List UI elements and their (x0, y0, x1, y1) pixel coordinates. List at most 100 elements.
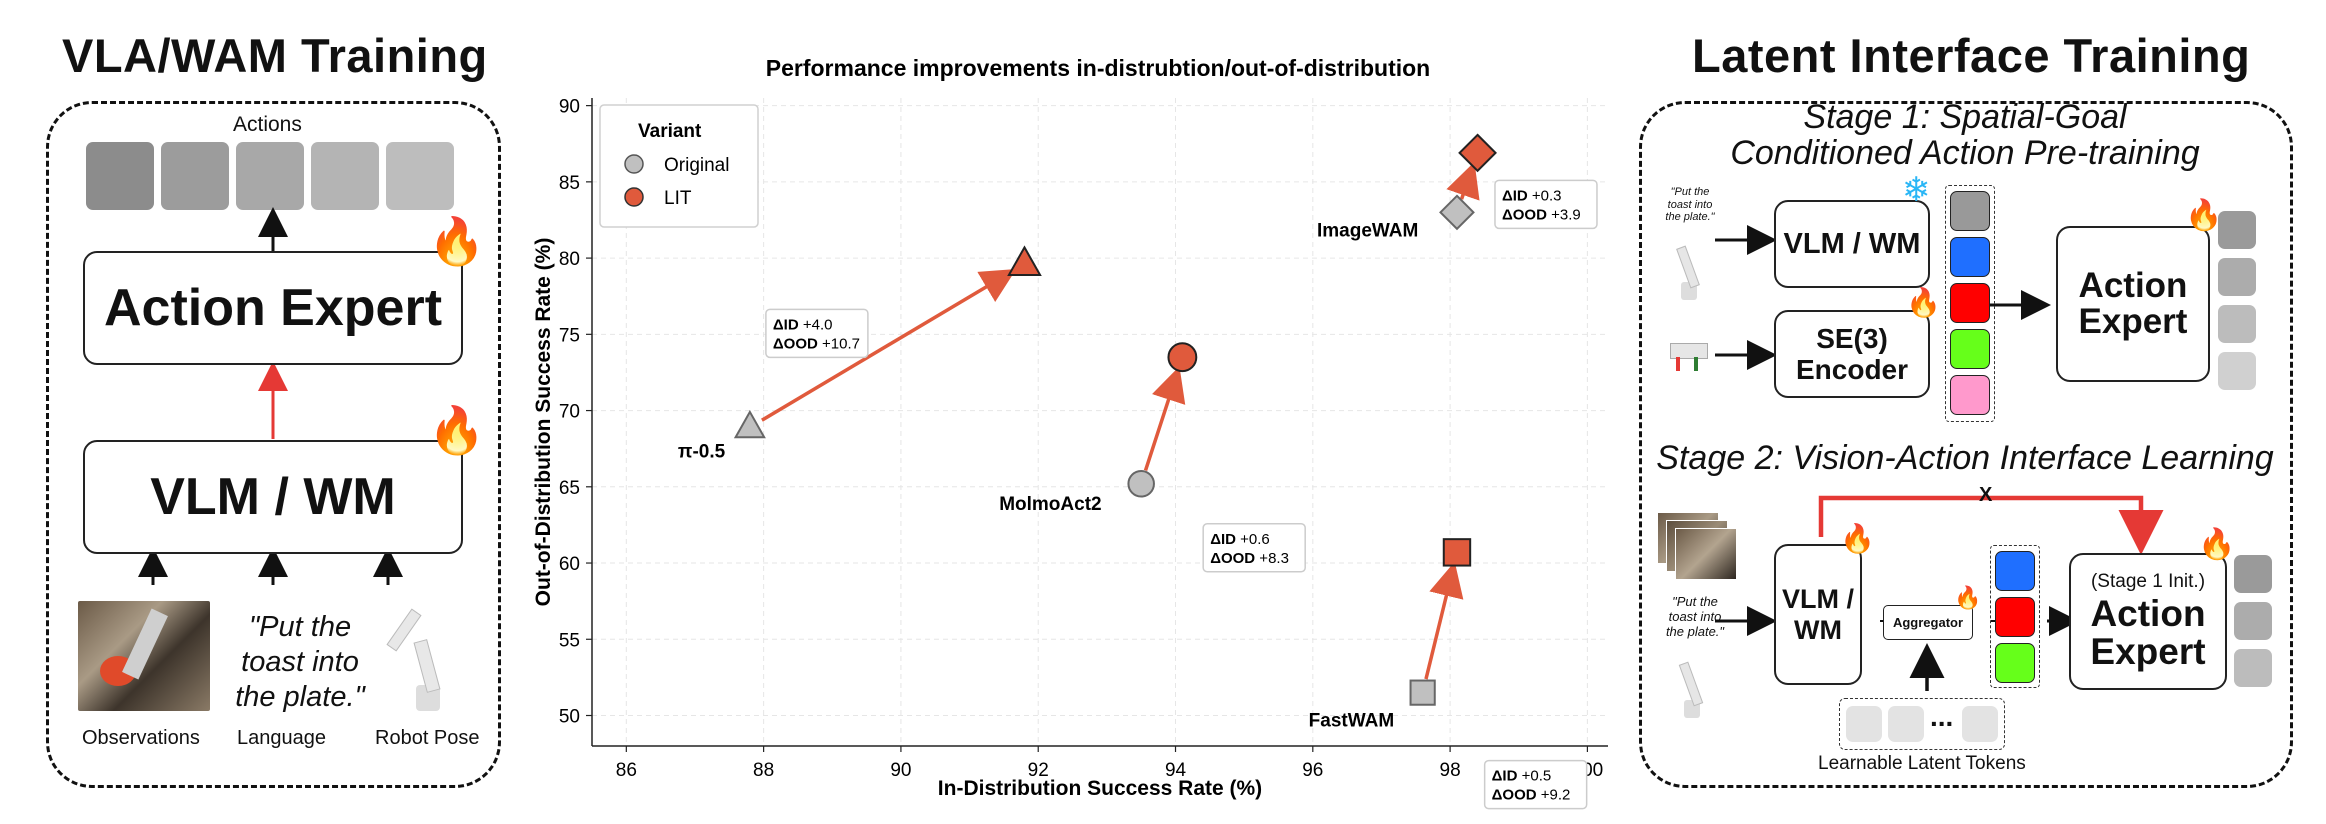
learnable-latent-tokens-label: Learnable Latent Tokens (1818, 753, 2026, 774)
lit-marker (1167, 342, 1198, 373)
left-panel-title: VLA/WAM Training (62, 29, 488, 82)
delta-id-label: ΔID (1492, 768, 1518, 785)
stage2-latent-token (1995, 643, 2035, 683)
y-tick-label: 60 (559, 554, 580, 575)
model-name-label: ImageWAM (1317, 220, 1418, 241)
model-labels: π-0.5 MolmoAct2 ImageWAM FastWAM (678, 220, 1418, 731)
action-token (311, 142, 379, 210)
improvement-arrow (1424, 561, 1464, 680)
left-panel-frame (46, 101, 501, 788)
chart-markers (733, 133, 1497, 706)
stage1-latent-token (1950, 191, 1990, 231)
right-panel-frame (1639, 101, 2293, 788)
x-tick-label: 96 (1302, 760, 1323, 781)
x-tick-label: 92 (1028, 760, 1049, 781)
latent-token (1888, 706, 1924, 742)
action-token (2234, 649, 2272, 687)
model-name-label: MolmoAct2 (999, 494, 1101, 515)
y-tick-label: 65 (559, 478, 580, 499)
x-tick-label: 86 (616, 760, 637, 781)
action-token (2234, 555, 2272, 593)
delta-ood-label: ΔOOD (773, 335, 818, 352)
fire-icon: 🔥 (1954, 585, 1982, 610)
stage1-action-expert-line2: Expert (2078, 302, 2188, 341)
y-tick-label: 50 (559, 707, 580, 728)
vlm-wm-box: VLM / WM (83, 440, 463, 554)
left-panel-arrows (138, 207, 403, 585)
fire-icon: 🔥 (1840, 523, 1875, 554)
delta-annotation: ΔID +0.6 ΔOOD +8.3 (1202, 523, 1306, 573)
fire-icon: 🔥 (428, 215, 486, 267)
delta-annotation: ΔID +0.3 ΔOOD +3.9 (1494, 179, 1598, 230)
action-expert-box: Action Expert (83, 251, 463, 365)
stage1-latent-token (1950, 375, 1990, 415)
y-ticks: 50 55 60 65 70 75 80 85 90 (559, 97, 592, 728)
x-tick-label: 90 (890, 760, 911, 781)
improvement-arrow (1446, 161, 1480, 201)
stage1-latent-token (1950, 283, 1990, 323)
y-tick-label: 90 (559, 97, 580, 118)
delta-id-value: +0.5 (1517, 768, 1551, 785)
delta-box (1202, 523, 1306, 573)
x-axis-label: In-Distribution Success Rate (%) (938, 777, 1262, 800)
chart-title: Performance improvements in-distrubtion/… (766, 55, 1430, 81)
stage2-action-expert-line2: Expert (2090, 631, 2206, 673)
action-token (2218, 305, 2256, 343)
legend-lit-marker (624, 187, 644, 207)
robot-arm-image (386, 600, 458, 715)
x-tick-label: 98 (1440, 760, 1461, 781)
stage1-latent-token (1950, 237, 1990, 277)
original-marker (1439, 194, 1475, 231)
lit-marker (1458, 133, 1497, 173)
observations-label: Observations (82, 727, 200, 749)
delta-ood-label: ΔOOD (1502, 206, 1547, 223)
stage2-action-expert-box: (Stage 1 Init.) Action Expert (2069, 553, 2227, 690)
stage2-vlm-line2: WM (1794, 614, 1842, 645)
improvement-arrows (761, 161, 1480, 680)
action-token (161, 142, 229, 210)
fire-icon: 🔥 (428, 404, 486, 456)
y-tick-label: 70 (559, 402, 580, 423)
x-tick-label: 88 (753, 760, 774, 781)
delta-id-text: ΔID +4.0 (773, 316, 833, 333)
action-token (86, 142, 154, 210)
learnable-latent-tokens-group: ... (1839, 698, 2005, 750)
action-token-row (86, 142, 458, 210)
stage1-title-line2: Conditioned Action Pre-training (1730, 133, 2200, 172)
action-token (386, 142, 454, 210)
legend-title: Variant (638, 121, 702, 142)
fire-icon: 🔥 (1906, 287, 1941, 318)
stage1-title-line1: Stage 1: Spatial-Goal (1803, 98, 2127, 136)
stage2-latent-token (1995, 597, 2035, 637)
stage2-blocked-x: X (1979, 484, 1993, 506)
robot-pose-label: Robot Pose (375, 727, 480, 749)
stage2-vlm-line1: VLM / (1782, 584, 1854, 615)
stage2-observation-images (1657, 512, 1737, 582)
right-panel-arrows (1715, 225, 2164, 691)
stage1-action-expert-line1: Action (2078, 266, 2188, 306)
language-quote: "Put the toast into the plate." (235, 611, 365, 713)
arrow-s2-vlm-to-expert (1818, 495, 2164, 555)
action-token (2234, 602, 2272, 640)
y-tick-label: 75 (559, 325, 580, 346)
stage1-action-expert-box: Action Expert (2056, 226, 2210, 382)
stage1-gripper-image (1664, 335, 1712, 375)
stage1-latent-token-stack (1945, 185, 1995, 422)
latent-token (1962, 706, 1998, 742)
actions-label: Actions (233, 113, 302, 136)
x-tick-label: 94 (1165, 760, 1187, 781)
delta-id-text: ΔID +0.5 (1492, 768, 1552, 785)
delta-ood-value: +9.2 (1537, 787, 1571, 804)
delta-ood-label: ΔOOD (1210, 550, 1255, 567)
language-label: Language (237, 727, 326, 749)
action-token (236, 142, 304, 210)
delta-id-value: +0.6 (1236, 531, 1270, 548)
stage2-action-expert-line1: Action (2090, 593, 2206, 635)
latent-token (1846, 706, 1882, 742)
x-ticks: 86 88 90 92 94 96 98 100 (616, 746, 1603, 781)
chart-legend: Variant Original LIT (599, 104, 759, 228)
stage1-vlm-box: VLM / WM (1774, 200, 1930, 288)
original-marker (733, 409, 766, 439)
fire-icon: 🔥 (2185, 199, 2223, 232)
